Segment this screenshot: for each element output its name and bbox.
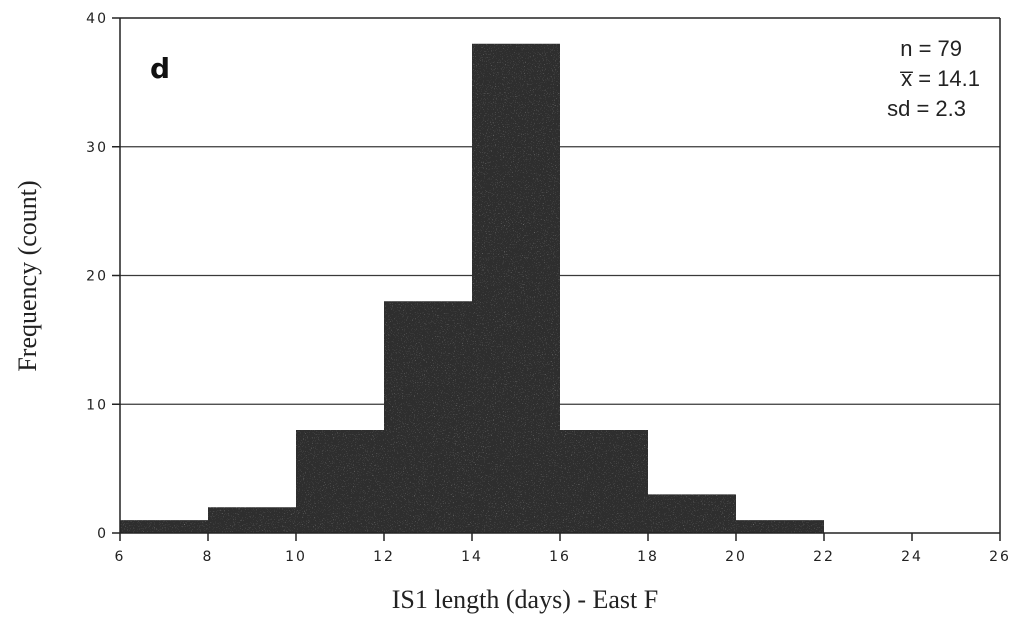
tick-labels: 0 10 20 30 40 6 8 10 12 14 16 18 20 22 24 26 (86, 11, 1011, 565)
y-tick-label: 30 (86, 140, 108, 156)
n-annotation: n = 79 (900, 36, 962, 61)
axes (112, 17, 1001, 541)
histogram-bar (296, 430, 384, 533)
histogram-bar (120, 520, 208, 533)
x-tick-label: 26 (989, 549, 1011, 565)
x-tick-label: 12 (373, 549, 395, 565)
x-axis-title: IS1 length (days) - East F (392, 585, 658, 614)
x-tick-label: 16 (549, 549, 571, 565)
y-tick-label: 20 (86, 269, 108, 285)
panel-label: d (150, 52, 170, 85)
histogram-bar (560, 430, 648, 533)
x-tick-label: 20 (725, 549, 747, 565)
x-tick-label: 14 (461, 549, 483, 565)
x-tick-label: 24 (901, 549, 923, 565)
x-tick-label: 18 (637, 549, 659, 565)
x-tick-label: 22 (813, 549, 835, 565)
histogram-bar (208, 507, 296, 533)
sd-annotation: sd = 2.3 (887, 96, 966, 121)
histogram-bar (736, 520, 824, 533)
x-tick-label: 6 (115, 549, 126, 565)
y-axis-title: Frequency (count) (13, 180, 42, 371)
y-tick-label: 0 (97, 526, 108, 542)
mean-annotation: x̅ = 14.1 (899, 66, 980, 91)
y-tick-label: 10 (86, 397, 108, 413)
x-tick-label: 8 (203, 549, 214, 565)
histogram-bar (648, 494, 736, 533)
y-tick-label: 40 (86, 11, 108, 27)
histogram-bar (384, 301, 472, 533)
summary-statistics: n = 79 x̅ = 14.1 sd = 2.3 (887, 36, 980, 121)
histogram-bar (472, 43, 560, 533)
x-tick-label: 10 (285, 549, 307, 565)
histogram-bars (120, 43, 824, 533)
